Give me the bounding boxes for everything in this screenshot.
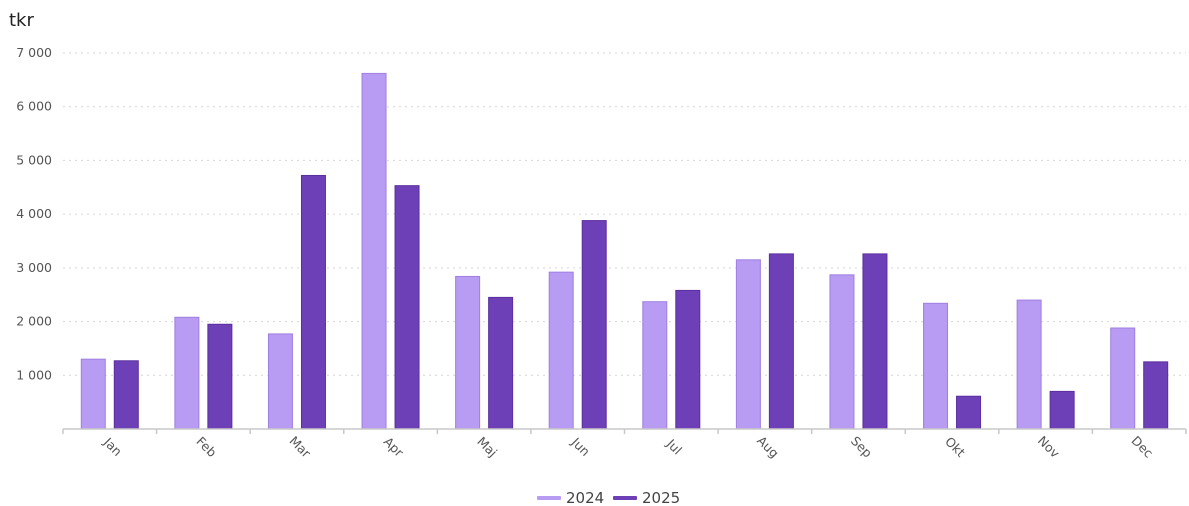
- bar-2024-Jul: [642, 301, 668, 430]
- y-axis-unit-label: tkr: [9, 10, 34, 31]
- x-tick-label-jul: Jul: [663, 435, 685, 457]
- x-tick-label-nov: Nov: [1035, 433, 1063, 461]
- y-tick-label: 3 000: [16, 260, 52, 275]
- x-tick-label-dec: Dec: [1129, 433, 1157, 461]
- bar-2025-Maj: [488, 296, 514, 430]
- legend-swatch: [537, 496, 561, 500]
- y-tick-label: 7 000: [16, 45, 52, 60]
- x-tick-label-feb: Feb: [193, 434, 219, 460]
- bar-2024-Mar: [267, 333, 293, 430]
- x-tick-label-jan: Jan: [100, 434, 125, 459]
- bars: [80, 72, 1169, 430]
- bar-2025-Mar: [300, 174, 326, 430]
- x-tick-label-mar: Mar: [286, 433, 314, 461]
- y-tick-label: 1 000: [16, 367, 52, 382]
- x-tick-label-apr: Apr: [381, 434, 408, 461]
- legend-item-2025[interactable]: 2025: [613, 489, 680, 506]
- bar-2024-Jun: [548, 271, 574, 430]
- legend: 2024 2025: [537, 489, 680, 506]
- bar-2024-Aug: [735, 259, 761, 430]
- bar-2025-Jul: [675, 289, 701, 430]
- bar-2025-Sep: [862, 253, 888, 430]
- x-tick-label-maj: Maj: [474, 434, 500, 460]
- y-tick-label: 2 000: [16, 314, 52, 329]
- legend-swatch: [613, 496, 637, 500]
- legend-item-2024[interactable]: 2024: [537, 489, 604, 506]
- x-axis-category-labels: Jan Feb Mar Apr Maj Jun Jul Aug Sep Okt Nov Dec: [100, 433, 1156, 461]
- bar-2025-Okt: [956, 395, 982, 430]
- bar-2025-Jun: [581, 220, 607, 430]
- bar-2024-Apr: [361, 72, 387, 430]
- x-tick-label-okt: Okt: [942, 434, 968, 460]
- y-tick-label: 4 000: [16, 206, 52, 221]
- bar-2025-Nov: [1049, 390, 1075, 430]
- bar-2024-Feb: [174, 316, 200, 430]
- bar-2024-Jan: [80, 358, 106, 430]
- x-axis: [62, 428, 1187, 434]
- legend-label: 2025: [642, 489, 680, 506]
- bar-2025-Aug: [768, 253, 794, 430]
- y-tick-label: 6 000: [16, 99, 52, 114]
- bar-2024-Okt: [923, 302, 949, 430]
- bar-2024-Nov: [1016, 299, 1042, 430]
- x-tick-label-aug: Aug: [754, 433, 782, 461]
- x-tick-label-jun: Jun: [568, 434, 593, 459]
- x-tick-label-sep: Sep: [848, 433, 875, 460]
- bar-2024-Sep: [829, 274, 855, 430]
- legend-label: 2024: [566, 489, 604, 506]
- bar-2025-Apr: [394, 185, 420, 430]
- bar-2025-Feb: [207, 323, 233, 430]
- bar-2024-Maj: [455, 275, 481, 430]
- gridlines: [63, 52, 1186, 376]
- bar-2025-Dec: [1143, 361, 1169, 430]
- y-axis-tick-labels: 1 000 2 000 3 000 4 000 5 000 6 000 7 000: [16, 45, 52, 382]
- y-tick-label: 5 000: [16, 152, 52, 167]
- bar-2024-Dec: [1110, 327, 1136, 430]
- bar-2025-Jan: [113, 360, 139, 430]
